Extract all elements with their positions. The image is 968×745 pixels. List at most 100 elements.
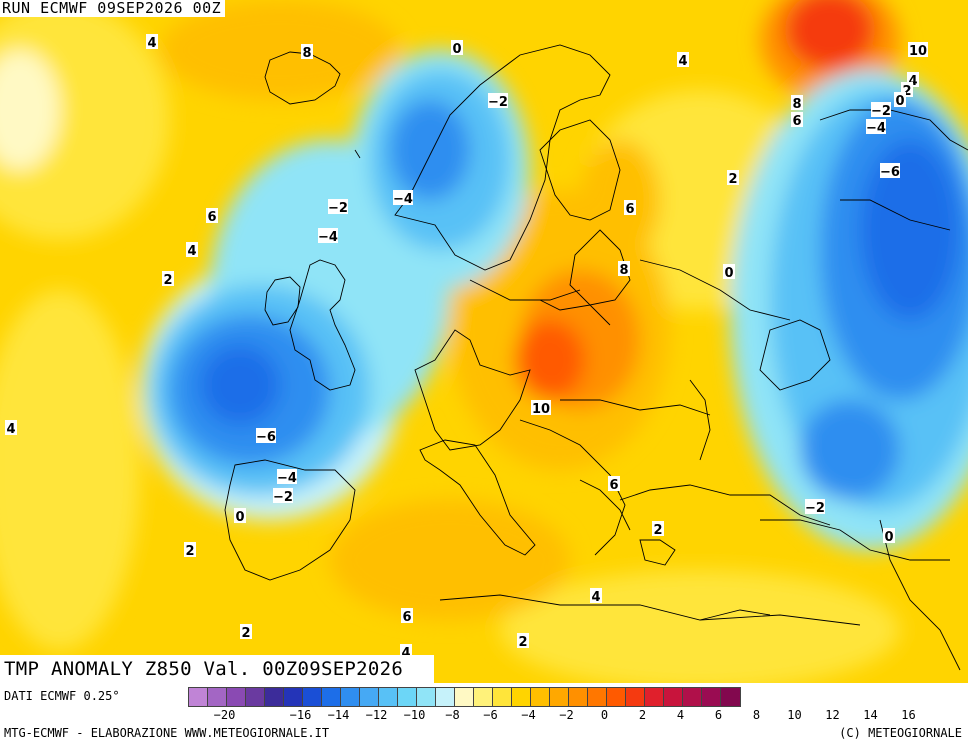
contour-labels: 480410420−28−26−4−2−4−662−2−464802−410−6…: [5, 34, 928, 661]
legend-swatch: [455, 688, 474, 706]
contour-label: 2: [185, 544, 194, 559]
legend-tick: 12: [825, 708, 840, 722]
legend-swatch: [284, 688, 303, 706]
contour-label-bg: [517, 633, 529, 648]
legend-swatch: [379, 688, 398, 706]
contour-label-bg: [277, 469, 297, 484]
contour-label-bg: [652, 521, 664, 536]
contour-label-bg: [624, 200, 636, 215]
contour-label: 0: [895, 94, 904, 109]
legend-swatch: [398, 688, 417, 706]
contour-label-bg: [866, 119, 886, 134]
legend-swatch: [721, 688, 740, 706]
contour-label: −4: [277, 471, 297, 486]
legend-swatch: [588, 688, 607, 706]
contour-label-bg: [146, 34, 158, 49]
legend-swatch: [474, 688, 493, 706]
data-source-label: DATI ECMWF 0.25°: [4, 689, 120, 703]
anomaly-map: 480410420−28−26−4−2−4−662−2−464802−410−6…: [0, 0, 968, 683]
color-legend: [188, 687, 741, 707]
contour-label-bg: [273, 488, 293, 503]
legend-tick: −12: [365, 708, 388, 722]
contour-label: 2: [902, 84, 911, 99]
credit-right: (C) METEOGIORNALE: [839, 726, 962, 740]
legend-tick: −2: [559, 708, 574, 722]
contour-label: −2: [805, 501, 825, 516]
contour-label-bg: [908, 42, 928, 57]
contour-label: −6: [256, 430, 276, 445]
contour-label: −4: [393, 192, 413, 207]
legend-swatch: [664, 688, 683, 706]
contour-label: −2: [328, 201, 348, 216]
legend-swatch: [436, 688, 455, 706]
legend-swatch: [569, 688, 588, 706]
legend-swatch: [702, 688, 721, 706]
legend-swatch: [360, 688, 379, 706]
legend-swatch: [303, 688, 322, 706]
legend-swatch: [341, 688, 360, 706]
contour-label: 2: [728, 172, 737, 187]
contour-label: −2: [488, 95, 508, 110]
contour-label-bg: [608, 476, 620, 491]
contour-label: 2: [653, 523, 662, 538]
contour-label: 0: [724, 266, 733, 281]
contour-label-bg: [805, 499, 825, 514]
contour-label-bg: [727, 170, 739, 185]
legend-swatch: [322, 688, 341, 706]
legend-tick: −8: [445, 708, 460, 722]
contour-label-bg: [883, 528, 895, 543]
contour-label-bg: [488, 93, 508, 108]
contour-label: −4: [318, 230, 338, 245]
contour-label: 4: [187, 244, 196, 259]
legend-tick: 0: [600, 708, 609, 722]
contour-label: 8: [302, 46, 311, 61]
contour-label: 0: [235, 510, 244, 525]
contour-label-bg: [618, 261, 630, 276]
contour-label-bg: [723, 264, 735, 279]
legend-swatch: [512, 688, 531, 706]
contour-label-bg: [328, 199, 348, 214]
legend-tick: 4: [676, 708, 685, 722]
contour-label-bg: [301, 44, 313, 59]
contour-label-bg: [401, 608, 413, 623]
contour-label: 10: [909, 44, 927, 59]
coastlines: [224, 44, 968, 671]
contour-label: 4: [591, 590, 600, 605]
contour-label: 4: [401, 646, 410, 661]
legend-tick: 16: [901, 708, 916, 722]
contour-label: −6: [880, 165, 900, 180]
contour-label: 8: [792, 97, 801, 112]
legend-tick: −14: [327, 708, 350, 722]
contour-label-bg: [206, 208, 218, 223]
legend-tick: 6: [714, 708, 723, 722]
legend-swatch: [531, 688, 550, 706]
contour-label: 2: [518, 635, 527, 650]
contour-label-bg: [677, 52, 689, 67]
contour-label-bg: [590, 588, 602, 603]
contour-label-bg: [451, 40, 463, 55]
legend-tick: 2: [638, 708, 647, 722]
legend-tick: −16: [289, 708, 312, 722]
contour-label: −2: [273, 490, 293, 505]
anomaly-field: [0, 0, 968, 683]
run-title: RUN ECMWF 09SEP2026 00Z: [0, 0, 226, 17]
contour-label: 6: [207, 210, 216, 225]
legend-swatch: [208, 688, 227, 706]
legend-tick: 8: [752, 708, 761, 722]
legend-swatch: [417, 688, 436, 706]
contour-label: 0: [884, 530, 893, 545]
legend-swatch: [227, 688, 246, 706]
legend-swatch: [550, 688, 569, 706]
contour-label: 6: [609, 478, 618, 493]
contour-label: 8: [619, 263, 628, 278]
legend-swatch: [265, 688, 284, 706]
contour-label-bg: [318, 228, 338, 243]
contour-label-bg: [234, 508, 246, 523]
contour-label: 0: [452, 42, 461, 57]
legend-swatch: [626, 688, 645, 706]
contour-label-bg: [5, 420, 17, 435]
contour-label: 6: [402, 610, 411, 625]
contour-label-bg: [240, 624, 252, 639]
contour-label: 4: [908, 74, 917, 89]
legend-swatch: [607, 688, 626, 706]
